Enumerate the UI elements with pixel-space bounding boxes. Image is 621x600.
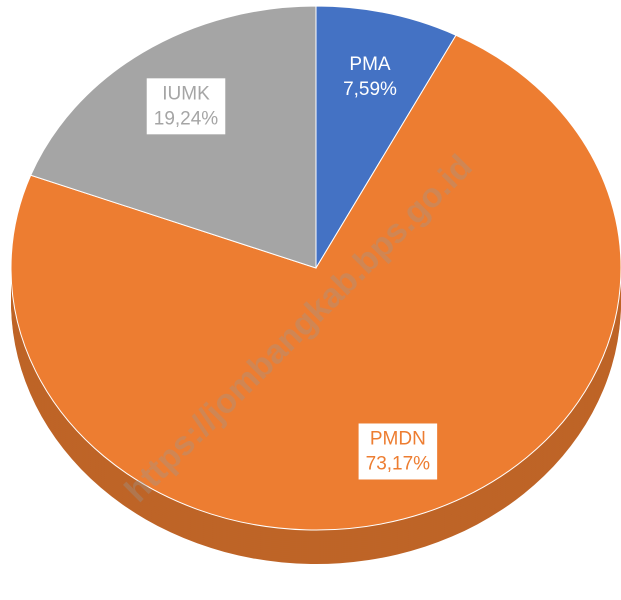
data-label: PMDN 73,17%	[358, 423, 438, 480]
data-label: IUMK 19,24%	[146, 78, 226, 135]
label-box	[146, 78, 226, 135]
slice	[30, 5, 317, 269]
label-value: 73,17%	[366, 454, 431, 475]
slice	[315, 5, 457, 270]
label-category: IUMK	[162, 83, 210, 104]
label-category: PMA	[349, 54, 391, 75]
label-box	[358, 423, 438, 480]
label-value: 7,59%	[343, 79, 397, 100]
label-category: PMDN	[370, 429, 426, 450]
data-label: PMA 7,59%	[343, 54, 397, 100]
label-value: 19,24%	[154, 108, 219, 129]
slice	[10, 34, 621, 531]
